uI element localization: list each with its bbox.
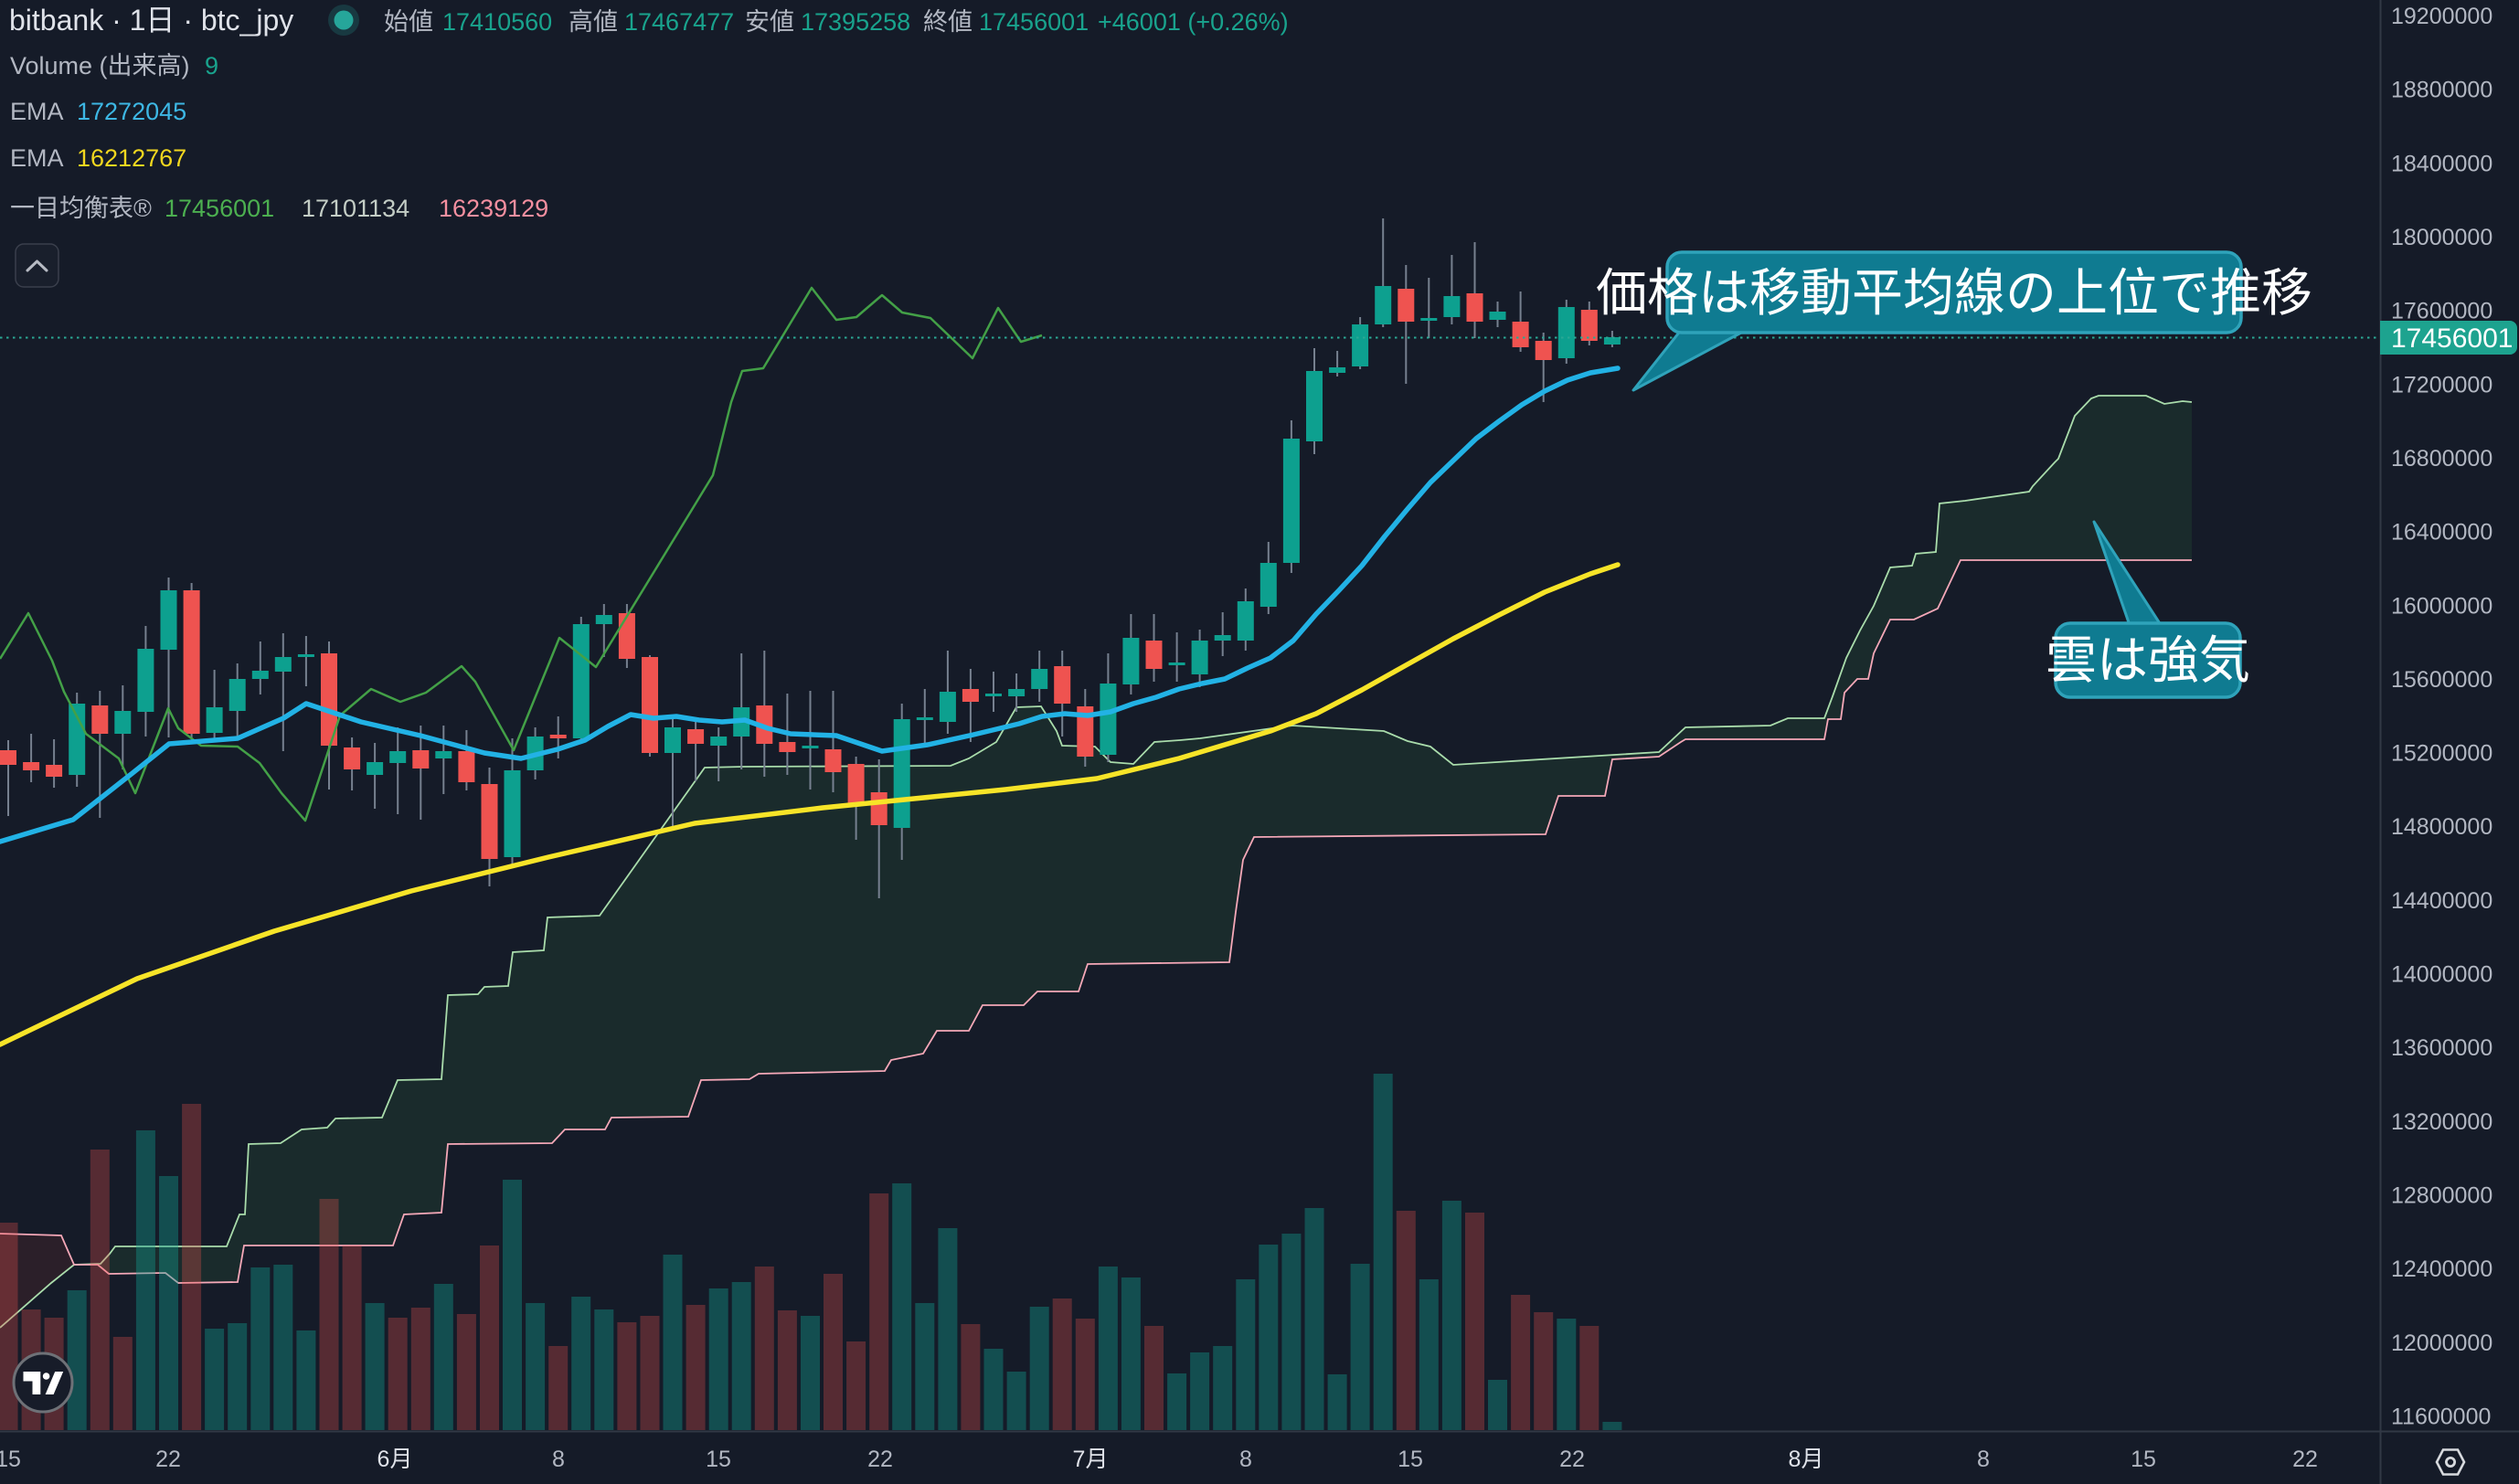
svg-text:15: 15	[1398, 1447, 1423, 1472]
svg-text:16000000: 16000000	[2391, 593, 2492, 619]
svg-text:14000000: 14000000	[2391, 962, 2492, 988]
svg-text:7月: 7月	[1073, 1447, 1109, 1472]
svg-text:17467477: 17467477	[624, 8, 734, 36]
svg-text:始値: 始値	[384, 8, 433, 36]
svg-text:8: 8	[1977, 1447, 1990, 1472]
svg-text:15: 15	[706, 1447, 731, 1472]
svg-text:高値: 高値	[569, 8, 618, 36]
svg-text:17101134: 17101134	[302, 195, 409, 222]
svg-text:安値: 安値	[745, 8, 794, 36]
svg-text:一目均衡表®: 一目均衡表®	[10, 195, 152, 222]
svg-text:EMA: EMA	[10, 144, 64, 172]
svg-text:17456001: 17456001	[2391, 323, 2513, 354]
svg-text:価格は移動平均線の上位で推移: 価格は移動平均線の上位で推移	[1596, 264, 2312, 322]
svg-text:11600000: 11600000	[2391, 1404, 2491, 1430]
svg-text:bitbank · 1日 · btc_jpy: bitbank · 1日 · btc_jpy	[9, 4, 293, 37]
svg-text:13600000: 13600000	[2391, 1035, 2492, 1061]
svg-text:6月: 6月	[377, 1447, 413, 1472]
svg-text:Volume (出来高): Volume (出来高)	[10, 52, 190, 80]
svg-text:EMA: EMA	[10, 98, 64, 125]
svg-text:17410560: 17410560	[442, 8, 552, 36]
svg-text:12400000: 12400000	[2391, 1256, 2492, 1282]
svg-text:17200000: 17200000	[2391, 372, 2492, 398]
svg-text:12000000: 12000000	[2391, 1330, 2492, 1356]
svg-text:8: 8	[1239, 1447, 1252, 1472]
svg-text:16239129: 16239129	[439, 195, 548, 222]
svg-text:18800000: 18800000	[2391, 78, 2492, 103]
svg-text:18400000: 18400000	[2391, 151, 2492, 176]
svg-text:13200000: 13200000	[2391, 1109, 2492, 1135]
svg-text:+46001 (+0.26%): +46001 (+0.26%)	[1098, 8, 1289, 36]
svg-text:15200000: 15200000	[2391, 741, 2492, 767]
svg-text:15: 15	[2131, 1447, 2156, 1472]
svg-text:22: 22	[155, 1447, 181, 1472]
svg-text:17395258: 17395258	[801, 8, 910, 36]
svg-text:12800000: 12800000	[2391, 1183, 2492, 1209]
svg-text:15: 15	[0, 1447, 21, 1472]
svg-text:16212767: 16212767	[77, 144, 186, 172]
svg-text:22: 22	[867, 1447, 893, 1472]
svg-text:雲は強気: 雲は強気	[2046, 631, 2250, 689]
svg-text:22: 22	[2292, 1447, 2318, 1472]
svg-text:18000000: 18000000	[2391, 225, 2492, 250]
svg-text:8月: 8月	[1789, 1447, 1824, 1472]
svg-text:15600000: 15600000	[2391, 667, 2492, 693]
svg-text:終値: 終値	[923, 8, 973, 36]
svg-text:14800000: 14800000	[2391, 814, 2492, 840]
svg-text:22: 22	[1559, 1447, 1585, 1472]
svg-text:17272045: 17272045	[77, 98, 186, 125]
svg-text:17456001: 17456001	[979, 8, 1089, 36]
svg-text:17600000: 17600000	[2391, 299, 2492, 324]
svg-text:9: 9	[205, 52, 218, 80]
svg-text:8: 8	[552, 1447, 565, 1472]
svg-text:16800000: 16800000	[2391, 446, 2492, 472]
svg-text:16400000: 16400000	[2391, 520, 2492, 546]
svg-text:19200000: 19200000	[2391, 4, 2492, 29]
svg-text:14400000: 14400000	[2391, 888, 2492, 914]
svg-text:17456001: 17456001	[165, 195, 274, 222]
